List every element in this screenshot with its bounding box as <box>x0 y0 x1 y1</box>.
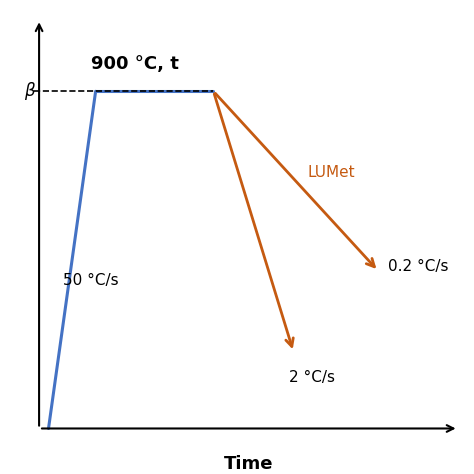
Text: 50 °C/s: 50 °C/s <box>63 273 118 288</box>
Text: Time: Time <box>224 456 273 474</box>
Text: LUMet: LUMet <box>308 165 356 180</box>
Text: 900 °C, t: 900 °C, t <box>91 55 179 73</box>
Text: 2 °C/s: 2 °C/s <box>289 370 335 385</box>
Text: β: β <box>24 82 35 100</box>
Text: 0.2 °C/s: 0.2 °C/s <box>388 259 448 274</box>
